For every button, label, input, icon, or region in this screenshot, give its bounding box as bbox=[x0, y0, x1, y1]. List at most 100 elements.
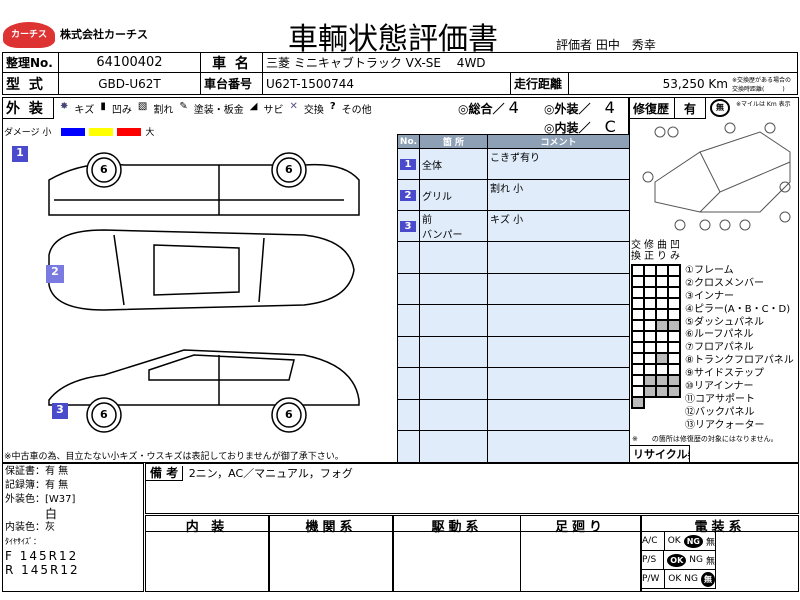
row-comment bbox=[487, 335, 630, 368]
repair-part: ⑥ルーフパネル bbox=[685, 329, 754, 341]
damage-marker-2[interactable]: 2 bbox=[46, 265, 64, 283]
row-part bbox=[419, 241, 488, 274]
grid-col-header: 曲 り bbox=[657, 240, 667, 262]
repair-check-cell[interactable] bbox=[643, 330, 657, 343]
column-header: 機関系 bbox=[270, 516, 392, 535]
repair-check-cell[interactable] bbox=[644, 397, 656, 408]
repair-check-cell[interactable] bbox=[667, 363, 681, 376]
repair-check-cell[interactable] bbox=[655, 374, 669, 387]
electric-option[interactable]: 無 bbox=[705, 537, 715, 548]
table-row bbox=[397, 241, 630, 274]
repair-check-cell[interactable] bbox=[655, 286, 669, 299]
tire-front: F 145R12 bbox=[5, 549, 79, 563]
repair-check-cell[interactable] bbox=[631, 330, 645, 343]
repair-check-cell[interactable] bbox=[655, 341, 669, 354]
electric-option[interactable]: OK bbox=[667, 536, 681, 546]
row-part: グリル bbox=[419, 179, 488, 211]
repair-check-cell[interactable] bbox=[643, 363, 657, 376]
repair-check-cell[interactable] bbox=[631, 374, 645, 387]
repair-check-cell[interactable] bbox=[643, 319, 657, 332]
damage-marker-1[interactable]: 1 bbox=[12, 146, 28, 162]
row-comment bbox=[487, 304, 630, 337]
damage-marker-3[interactable]: 3 bbox=[52, 403, 68, 419]
name-value: 三菱 ミニキャブトラック VX-SE 4WD bbox=[262, 52, 798, 73]
repair-check-cell[interactable] bbox=[667, 374, 681, 387]
repair-check-cell[interactable] bbox=[655, 264, 669, 277]
exterior-label: 外 装 bbox=[2, 97, 54, 119]
repair-check-cell[interactable] bbox=[667, 286, 681, 299]
damage-scale: ダメージ 小 大 bbox=[4, 127, 155, 138]
row-comment: こきず有り bbox=[487, 148, 630, 180]
repair-check-cell[interactable] bbox=[667, 341, 681, 354]
electric-option[interactable]: 無 bbox=[705, 556, 715, 567]
repair-check-cell[interactable] bbox=[655, 275, 669, 288]
repair-check-cell[interactable] bbox=[667, 352, 681, 365]
repair-check-cell[interactable] bbox=[656, 397, 668, 408]
grid-col-header: 修 正 bbox=[644, 240, 654, 262]
repair-check-cell[interactable] bbox=[631, 385, 645, 398]
electric-option[interactable]: 無 bbox=[701, 571, 715, 587]
repair-check-cell[interactable] bbox=[667, 319, 681, 332]
repair-check-cell[interactable] bbox=[631, 319, 645, 332]
repair-check-cell[interactable] bbox=[643, 308, 657, 321]
repair-check-cell[interactable] bbox=[655, 385, 669, 398]
row-no bbox=[397, 272, 420, 305]
repair-check-cell[interactable] bbox=[667, 264, 681, 277]
row-part bbox=[419, 335, 488, 368]
row-comment: キズ 小 bbox=[487, 210, 630, 242]
electric-option[interactable]: NG bbox=[689, 555, 703, 565]
repair-check-cell[interactable] bbox=[643, 297, 657, 310]
repair-check-cell[interactable] bbox=[643, 385, 657, 398]
repair-check-cell[interactable] bbox=[643, 341, 657, 354]
repair-check-cell[interactable] bbox=[631, 352, 645, 365]
repair-check-cell[interactable] bbox=[631, 264, 645, 277]
repair-check-cell[interactable] bbox=[643, 275, 657, 288]
repair-check-cell[interactable] bbox=[631, 297, 645, 310]
replace-icon: ✕ bbox=[289, 101, 298, 112]
table-row bbox=[397, 304, 630, 337]
repair-check-cell[interactable] bbox=[667, 385, 681, 398]
row-comment bbox=[487, 367, 630, 400]
electric-option[interactable]: NG bbox=[683, 534, 703, 548]
repair-check-cell[interactable] bbox=[655, 352, 669, 365]
repair-check-cell[interactable] bbox=[655, 297, 669, 310]
repair-check-cell[interactable] bbox=[643, 264, 657, 277]
remarks-text: 2ニン，AC／マニュアル，フォグ bbox=[188, 467, 353, 480]
wheel bbox=[91, 157, 302, 428]
repair-check-cell[interactable] bbox=[667, 297, 681, 310]
electric-option[interactable]: OK bbox=[667, 553, 687, 567]
electric-option[interactable]: OK bbox=[668, 574, 682, 584]
repair-check-cell[interactable] bbox=[655, 363, 669, 376]
repair-check-cell[interactable] bbox=[631, 275, 645, 288]
no-stamp: 無 bbox=[710, 99, 730, 117]
warranty: 保証書：有 無 bbox=[5, 466, 69, 477]
repair-check-cell[interactable] bbox=[655, 308, 669, 321]
row-no bbox=[397, 335, 420, 368]
repair-check-cell[interactable] bbox=[667, 330, 681, 343]
row-no: 2 bbox=[397, 179, 420, 211]
repair-check-cell[interactable] bbox=[643, 352, 657, 365]
scale-large bbox=[117, 127, 142, 136]
electric-row: P/W OK NG 無 bbox=[642, 570, 716, 589]
repair-check-cell[interactable] bbox=[643, 286, 657, 299]
table-row bbox=[397, 272, 630, 305]
repair-check-cell[interactable] bbox=[631, 341, 645, 354]
repair-check-cell[interactable] bbox=[631, 396, 645, 409]
wheel bbox=[86, 152, 307, 433]
repair-check-cell[interactable] bbox=[655, 330, 669, 343]
repair-check-cell[interactable] bbox=[667, 275, 681, 288]
repair-check-cell[interactable] bbox=[667, 308, 681, 321]
repair-check-cell[interactable] bbox=[668, 397, 680, 408]
repair-part: ⑦フロアパネル bbox=[685, 342, 754, 354]
repair-check-cell[interactable] bbox=[631, 363, 645, 376]
electric-option[interactable]: NG bbox=[684, 574, 698, 584]
overall-score: 4 bbox=[508, 98, 519, 117]
repair-check-cell[interactable] bbox=[631, 308, 645, 321]
repair-check-cell[interactable] bbox=[631, 286, 645, 299]
repair-check-cell[interactable] bbox=[655, 319, 669, 332]
car-diagram bbox=[48, 152, 360, 433]
repair-check-cell[interactable] bbox=[643, 374, 657, 387]
row-comment: 割れ 小 bbox=[487, 179, 630, 211]
row-no: 1 bbox=[397, 148, 420, 180]
